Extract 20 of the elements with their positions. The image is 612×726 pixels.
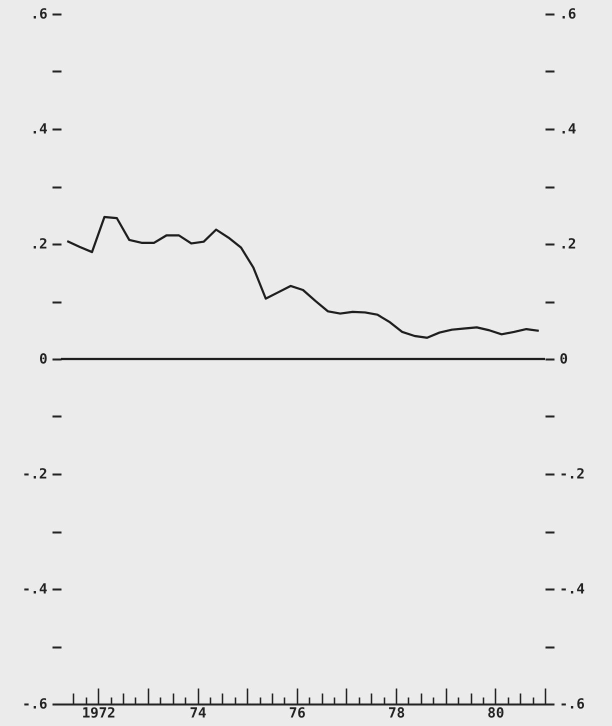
x-tick-label: 78 — [388, 706, 406, 722]
line-series — [66, 216, 540, 339]
y2-tick-label: -.6 — [560, 696, 585, 712]
y-tick-label: .2 — [30, 236, 48, 252]
y-tick-label: -.2 — [22, 466, 48, 482]
y-tick-label: -.6 — [22, 696, 48, 712]
y2-tick-label: -.4 — [560, 582, 585, 598]
y2-tick-label: .4 — [560, 122, 576, 138]
y2-tick-label: 0 — [560, 352, 568, 368]
y2-tick-label: -.2 — [560, 466, 585, 482]
x-tick-label: 80 — [487, 706, 504, 722]
x-tick-label: 1972 — [82, 706, 116, 722]
x-tick-label: 74 — [190, 706, 206, 722]
y-tick-label: .4 — [30, 122, 48, 138]
x-tick-label: 76 — [288, 706, 306, 722]
y-tick-label: -.4 — [22, 582, 48, 598]
y2-tick-label: .2 — [560, 236, 576, 252]
y-tick-label: 0 — [39, 352, 48, 368]
y2-tick-label: .6 — [560, 6, 576, 22]
y-tick-label: .6 — [30, 6, 48, 22]
